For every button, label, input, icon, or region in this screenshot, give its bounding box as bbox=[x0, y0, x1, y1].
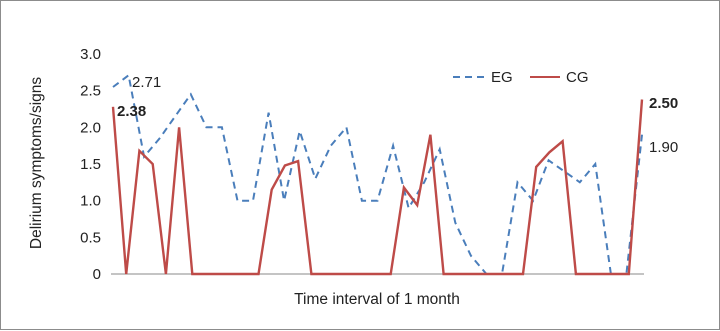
annotation-eg-end: 1.90 bbox=[649, 139, 678, 156]
y-tick-label: 2.0 bbox=[80, 119, 101, 136]
annotation-cg-end: 2.50 bbox=[649, 95, 678, 112]
annotation-eg-start: 2.71 bbox=[132, 74, 161, 91]
series-line-cg bbox=[111, 99, 644, 276]
y-tick-label: 1.0 bbox=[80, 193, 101, 210]
legend: EG CG bbox=[453, 69, 589, 86]
series-line-eg bbox=[112, 73, 643, 275]
y-tick-label: 0.5 bbox=[80, 229, 101, 246]
y-tick-label: 2.5 bbox=[80, 83, 101, 100]
y-tick-label: 3.0 bbox=[80, 46, 101, 63]
legend-eg-label: EG bbox=[491, 69, 513, 86]
legend-cg-label: CG bbox=[566, 69, 589, 86]
annotation-cg-start: 2.38 bbox=[117, 103, 146, 120]
y-tick-label: 1.5 bbox=[80, 156, 101, 173]
y-tick-label: 0 bbox=[93, 266, 101, 283]
y-axis-title: Delirium symptoms/signs bbox=[28, 77, 45, 250]
x-axis-title: Time interval of 1 month bbox=[294, 291, 460, 308]
data-annotations: 2.71 2.38 2.50 1.90 bbox=[117, 74, 678, 156]
series-layer bbox=[111, 73, 644, 276]
y-tick-labels: 0 0.5 1.0 1.5 2.0 2.5 3.0 bbox=[80, 46, 101, 283]
